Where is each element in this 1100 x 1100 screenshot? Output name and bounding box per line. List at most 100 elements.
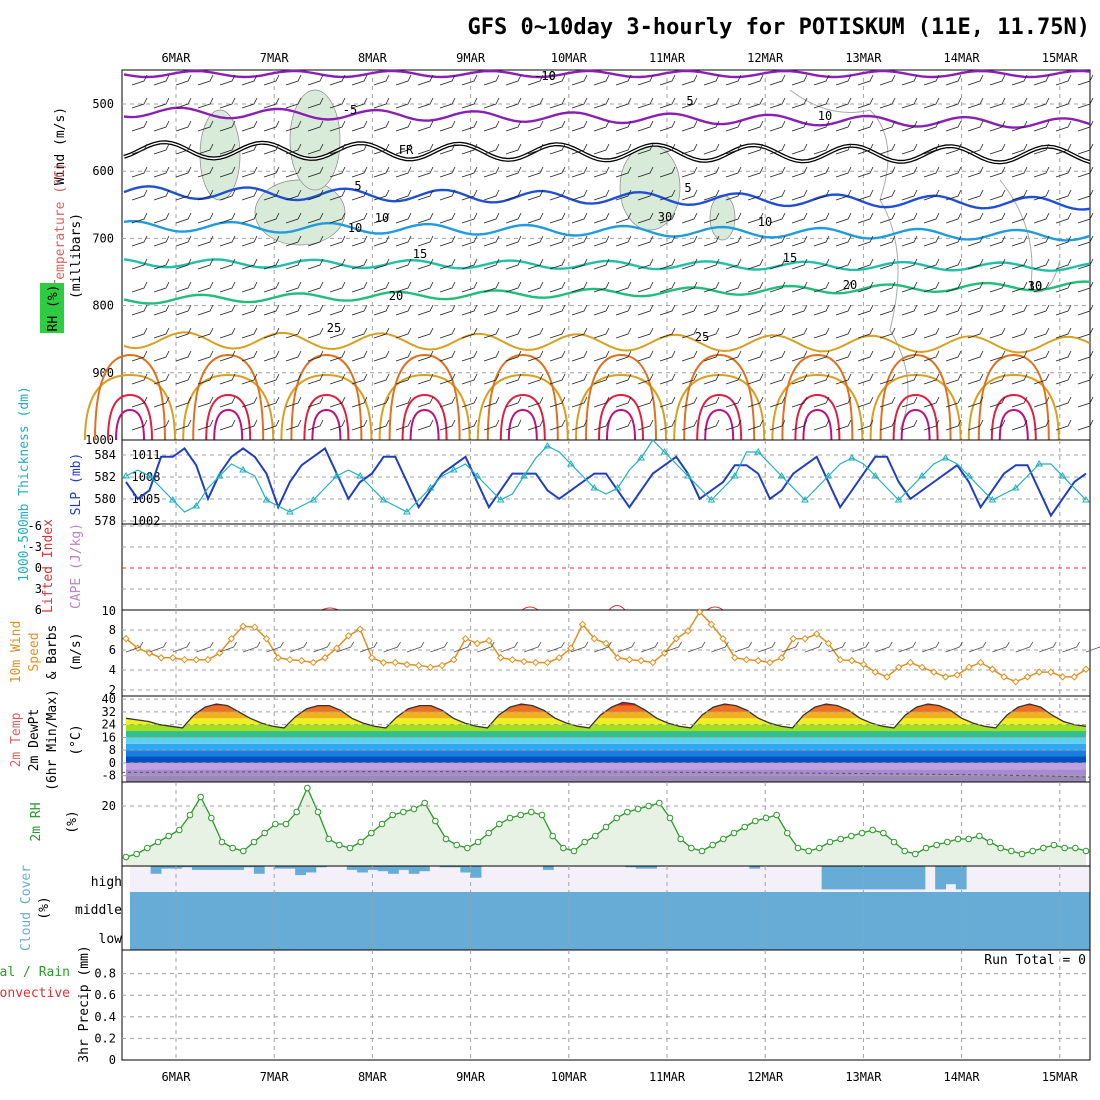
- wind-barb: [989, 120, 1006, 132]
- wind-barb: [505, 304, 522, 316]
- wind-barb: [241, 258, 258, 270]
- upper-ytick: 600: [92, 164, 114, 178]
- wind10-speed-point: [965, 663, 973, 672]
- rh2m-point: [442, 835, 450, 843]
- wind-barb: [373, 396, 390, 408]
- wind-barb: [1011, 74, 1028, 86]
- wind-barb: [307, 304, 324, 316]
- wind10-speed-point: [227, 634, 236, 643]
- wind-barb: [131, 120, 148, 132]
- wind-barb: [373, 350, 390, 362]
- wind-barb: [835, 166, 852, 178]
- wind-barb: [351, 74, 368, 86]
- wind-barb: [373, 258, 390, 270]
- thickness-point: [590, 484, 599, 491]
- wind-barb: [1077, 396, 1094, 408]
- wind-barb: [527, 97, 544, 109]
- wind-barb: [549, 396, 566, 408]
- wind-barb: [747, 74, 764, 86]
- wind-barb: [329, 166, 346, 178]
- wind-barb: [395, 258, 412, 270]
- wind-barb: [879, 189, 896, 201]
- temp2m-band: [126, 762, 1086, 770]
- wind10-speed-point: [836, 655, 844, 664]
- wind-barb: [329, 419, 346, 431]
- wind10-barb: [500, 641, 518, 653]
- wind-barb: [637, 166, 654, 178]
- wind-barb: [747, 258, 764, 270]
- contour-label: 5: [684, 181, 691, 195]
- contour-label: 10: [758, 215, 772, 229]
- wind10-speed-point: [543, 658, 552, 667]
- wind-barb: [835, 258, 852, 270]
- wind-barb: [483, 166, 500, 178]
- wind-barb: [329, 373, 346, 385]
- wind-barb: [263, 396, 280, 408]
- wind-barb: [835, 97, 852, 109]
- thickness-point: [566, 460, 575, 467]
- wind10-speed-point: [883, 673, 891, 681]
- thickness-point: [496, 496, 505, 503]
- wind-barb: [219, 74, 236, 86]
- wind-barb: [791, 258, 808, 270]
- wind10-barb: [945, 641, 963, 653]
- thickness-point: [262, 496, 271, 503]
- top-date-label: 11MAR: [649, 51, 686, 65]
- cloud-high-bar: [842, 866, 854, 890]
- wind-barb: [175, 350, 192, 362]
- rh2m-point: [688, 844, 695, 852]
- rh2m-point: [1082, 847, 1090, 855]
- wind10-labels: 10m Wind Speed & Barbs (m/s): [9, 621, 84, 684]
- wind-barb: [637, 350, 654, 362]
- temp2m-ytick: 40: [102, 692, 116, 706]
- wind-barb: [285, 304, 302, 316]
- lifted-labels: Lifted Index CAPE (J/kg): [41, 519, 84, 613]
- wind-barb: [1055, 281, 1072, 293]
- wind-barb: [725, 304, 742, 316]
- bottom-date-label: 10MAR: [551, 1070, 588, 1084]
- wind10-ytick: 2: [109, 683, 116, 697]
- wind-barb: [703, 120, 720, 132]
- boundary-layer-contour: [900, 408, 931, 441]
- wind10-speed-point: [368, 654, 376, 662]
- wind-barb: [593, 97, 610, 109]
- precip-ytick: 0.4: [94, 1010, 116, 1024]
- wind-barb: [329, 258, 346, 270]
- wind-barb: [659, 419, 676, 431]
- boundary-layer-contour: [311, 408, 342, 441]
- wind-barb: [747, 189, 764, 201]
- top-date-label: 6MAR: [162, 51, 192, 65]
- wind-barb: [747, 212, 764, 224]
- wind-barb: [593, 281, 610, 293]
- wind-barb: [967, 396, 984, 408]
- wind-barb: [461, 373, 478, 385]
- wind-barb: [241, 143, 258, 155]
- rh2m-point: [1029, 847, 1036, 855]
- boundary-layer-contour: [606, 408, 636, 441]
- rh2m-point: [805, 847, 812, 855]
- thickness-label: 1000-500mb Thickness (dm): [17, 386, 32, 582]
- wind-barb: [813, 304, 830, 316]
- wind10-speed-point: [824, 639, 833, 648]
- wind10-barb: [453, 641, 472, 653]
- wind-barb: [681, 373, 698, 385]
- wind-barb: [857, 212, 874, 224]
- wind-barb: [659, 235, 676, 247]
- contour-label: 10: [818, 109, 832, 123]
- wind-barb: [483, 304, 500, 316]
- wind-barb: [263, 143, 280, 155]
- rh2m-point: [709, 841, 716, 849]
- wind-barb: [1055, 235, 1072, 247]
- wind-barb: [1055, 189, 1072, 201]
- temp-contour-line: [123, 331, 1091, 354]
- rh2m-point: [176, 826, 183, 834]
- wind-barb: [637, 327, 654, 339]
- rh2m-point: [602, 823, 610, 831]
- temp2m-band: [126, 731, 1086, 738]
- wind-barb: [527, 74, 544, 86]
- wind10-barb: [664, 641, 682, 653]
- wind-barb: [813, 166, 830, 178]
- upper-ytick: 500: [92, 97, 114, 111]
- wind-barb: [175, 373, 192, 385]
- wind-barb: [945, 281, 962, 293]
